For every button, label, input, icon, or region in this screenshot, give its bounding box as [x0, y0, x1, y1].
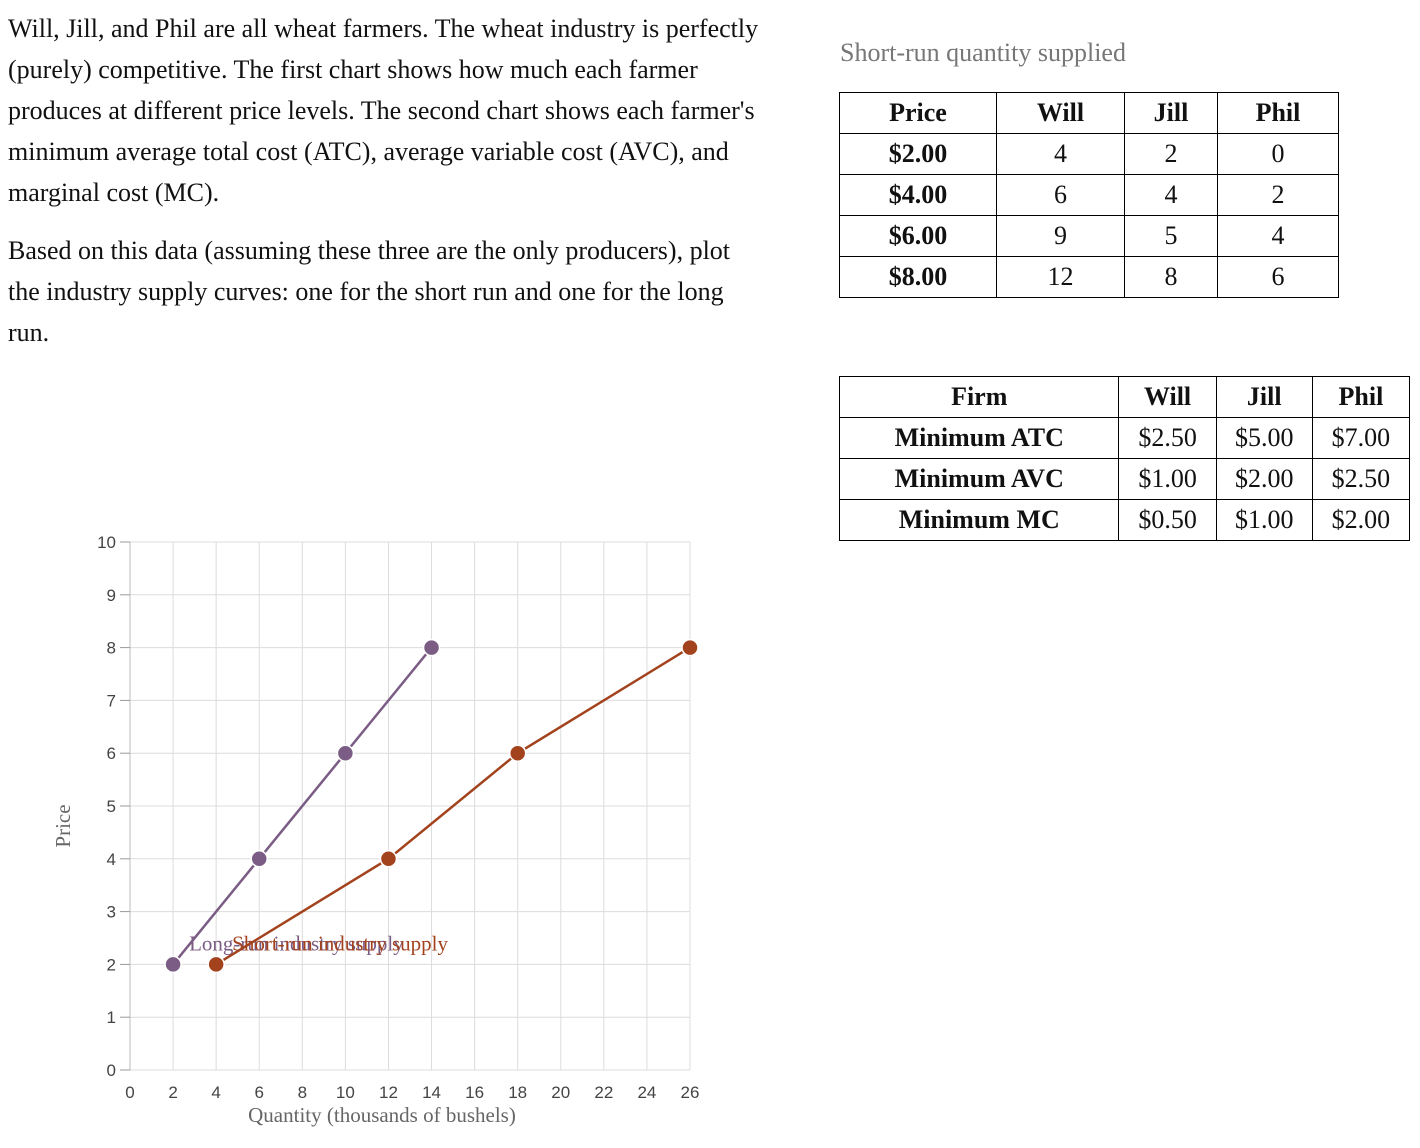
y-axis-label: Price: [51, 804, 75, 847]
y-tick-label: 0: [107, 1061, 116, 1080]
x-tick-label: 10: [336, 1083, 355, 1102]
quantity-table-caption: Short-run quantity supplied: [840, 38, 1126, 67]
data-point[interactable]: [379, 850, 398, 868]
cell-will: 4: [996, 133, 1125, 175]
header-jill: Jill: [1215, 376, 1313, 418]
question-paragraph-2: Based on this data (assuming these three…: [8, 236, 731, 347]
cell-price: $8.00: [839, 256, 997, 298]
cell-will: $1.00: [1118, 458, 1217, 500]
cell-phil: 6: [1217, 256, 1339, 298]
data-point[interactable]: [164, 955, 182, 974]
y-tick-label: 6: [107, 744, 116, 763]
x-tick-label: 26: [681, 1083, 700, 1102]
cell-jill: 5: [1124, 215, 1218, 257]
table-row: $6.00 9 5 4: [839, 215, 1339, 257]
cell-will: 6: [996, 174, 1125, 216]
x-tick-label: 20: [551, 1083, 570, 1102]
series-label: Long-run industry supply: [189, 931, 404, 955]
cell-will: $0.50: [1118, 499, 1217, 541]
cell-phil: $2.00: [1311, 499, 1411, 541]
x-tick-label: 14: [422, 1083, 441, 1102]
cell-cost-label: Minimum ATC: [838, 417, 1120, 459]
y-tick-label: 3: [107, 903, 116, 922]
cell-price: $4.00: [839, 174, 997, 216]
table-header-row: Price Will Jill Phil: [839, 92, 1339, 134]
series-line[interactable]: [172, 646, 433, 966]
table-row: $8.00 12 8 6: [839, 256, 1339, 298]
cell-cost-label: Minimum MC: [838, 499, 1120, 541]
header-phil: Phil: [1311, 376, 1411, 418]
table-row: $2.00 4 2 0: [839, 133, 1339, 175]
data-point[interactable]: [508, 744, 527, 762]
cell-phil: 2: [1217, 174, 1339, 216]
y-tick-label: 7: [107, 691, 116, 710]
header-phil: Phil: [1217, 92, 1339, 134]
x-tick-label: 24: [637, 1083, 656, 1102]
header-jill: Jill: [1124, 92, 1218, 134]
table-row: $4.00 6 4 2: [839, 174, 1339, 216]
cell-price: $2.00: [839, 133, 997, 175]
cell-phil: $2.50: [1311, 458, 1411, 500]
table-header-row: Firm Will Jill Phil: [838, 376, 1411, 418]
question-text: Will, Jill, and Phil are all wheat farme…: [8, 8, 768, 370]
x-axis-label: Quantity (thousands of bushels): [248, 1103, 516, 1127]
y-tick-label: 8: [107, 639, 116, 658]
cell-will: $2.50: [1118, 417, 1217, 459]
data-point[interactable]: [207, 955, 225, 974]
series-label: Short-run industry supply: [232, 931, 448, 955]
y-tick-label: 4: [107, 850, 116, 869]
question-paragraph-1: Will, Jill, and Phil are all wheat farme…: [8, 14, 759, 207]
cell-jill: 8: [1124, 256, 1218, 298]
x-tick-label: 22: [594, 1083, 613, 1102]
series-line[interactable]: [215, 646, 691, 966]
cell-phil: 4: [1217, 215, 1339, 257]
minimum-cost-table: Firm Will Jill Phil Minimum ATC $2.50 $5…: [838, 376, 1411, 541]
table-row: Minimum AVC $1.00 $2.00 $2.50: [838, 458, 1411, 500]
y-tick-label: 10: [97, 533, 116, 552]
header-will: Will: [1118, 376, 1217, 418]
x-tick-label: 2: [168, 1083, 177, 1102]
cell-cost-label: Minimum AVC: [838, 458, 1120, 500]
cell-jill: $1.00: [1215, 499, 1313, 541]
quantity-supplied-table: Price Will Jill Phil $2.00 4 2 0 $4.00 6…: [839, 92, 1339, 298]
cell-price: $6.00: [839, 215, 997, 257]
cell-phil: 0: [1217, 133, 1339, 175]
chart-grid: [129, 541, 691, 1071]
header-will: Will: [996, 92, 1125, 134]
cell-jill: 2: [1124, 133, 1218, 175]
y-tick-label: 9: [107, 586, 116, 605]
x-tick-label: 8: [298, 1083, 307, 1102]
data-point[interactable]: [336, 744, 355, 762]
x-tick-label: 16: [465, 1083, 484, 1102]
x-tick-label: 18: [508, 1083, 527, 1102]
cell-jill: 4: [1124, 174, 1218, 216]
table-row: Minimum ATC $2.50 $5.00 $7.00: [838, 417, 1411, 459]
y-tick-label: 2: [107, 955, 116, 974]
data-point[interactable]: [250, 850, 268, 868]
cell-will: 12: [996, 256, 1125, 298]
y-tick-label: 1: [107, 1008, 116, 1027]
cell-will: 9: [996, 215, 1125, 257]
header-price: Price: [839, 92, 997, 134]
cell-jill: $2.00: [1215, 458, 1313, 500]
x-tick-label: 4: [211, 1083, 220, 1102]
data-point[interactable]: [681, 638, 699, 657]
cell-phil: $7.00: [1311, 417, 1411, 459]
header-firm: Firm: [838, 376, 1120, 418]
table-row: Minimum MC $0.50 $1.00 $2.00: [838, 499, 1411, 541]
x-tick-label: 12: [379, 1083, 398, 1102]
cell-jill: $5.00: [1215, 417, 1313, 459]
x-tick-label: 0: [125, 1083, 134, 1102]
data-point[interactable]: [422, 638, 441, 657]
y-tick-label: 5: [107, 797, 116, 816]
x-tick-label: 6: [254, 1083, 263, 1102]
